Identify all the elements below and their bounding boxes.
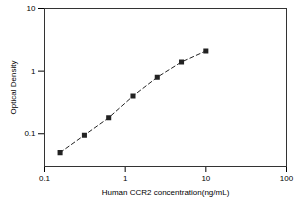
svg-text:Human CCR2 concentration(ng/mL: Human CCR2 concentration(ng/mL) — [102, 188, 230, 197]
svg-text:1: 1 — [31, 67, 36, 76]
svg-text:10: 10 — [201, 174, 210, 183]
svg-text:0.1: 0.1 — [24, 129, 36, 138]
svg-text:1: 1 — [123, 174, 128, 183]
svg-text:10: 10 — [27, 4, 36, 13]
svg-text:Optical Density: Optical Density — [9, 61, 18, 115]
svg-text:100: 100 — [280, 174, 294, 183]
svg-text:0.1: 0.1 — [39, 174, 51, 183]
